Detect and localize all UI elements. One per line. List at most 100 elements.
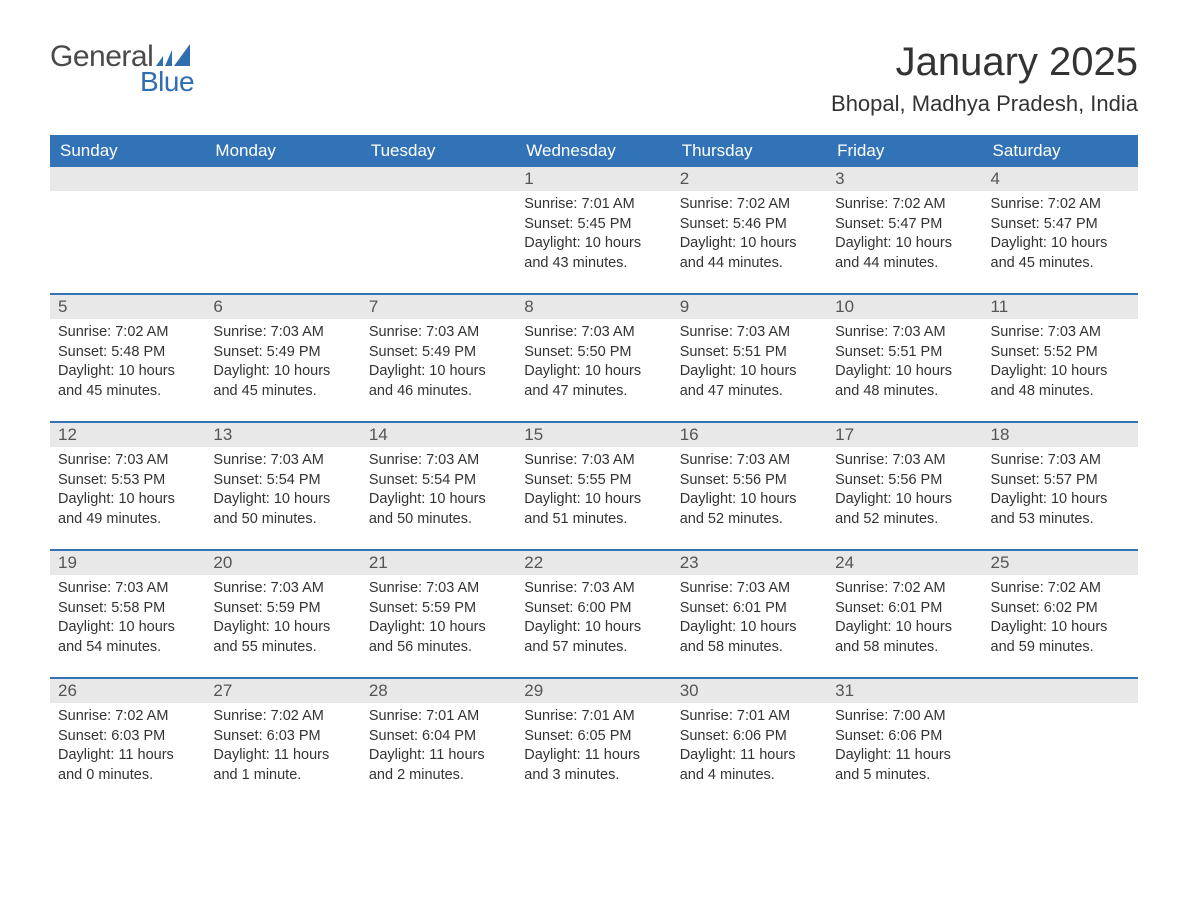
sunrise-line: Sunrise: 7:03 AM xyxy=(369,323,508,343)
day-number xyxy=(50,167,205,191)
calendar-cell: 14Sunrise: 7:03 AMSunset: 5:54 PMDayligh… xyxy=(361,423,516,549)
day-number: 30 xyxy=(672,679,827,703)
sunset-line: Sunset: 5:47 PM xyxy=(991,215,1130,235)
sunset-line: Sunset: 6:01 PM xyxy=(680,599,819,619)
sunrise-line: Sunrise: 7:03 AM xyxy=(835,451,974,471)
sunrise-line: Sunrise: 7:02 AM xyxy=(991,195,1130,215)
sunset-line: Sunset: 6:02 PM xyxy=(991,599,1130,619)
daylight-line: Daylight: 11 hours and 5 minutes. xyxy=(835,746,974,785)
calendar-cell: 25 Sunrise: 7:02 AMSunset: 6:02 PMDayligh… xyxy=(983,551,1138,677)
sunrise-line: Sunrise: 7:03 AM xyxy=(991,451,1130,471)
daylight-line: Daylight: 10 hours and 55 minutes. xyxy=(213,618,352,657)
day-number: 4 xyxy=(983,167,1138,191)
day-number: 13 xyxy=(205,423,360,447)
day-details: Sunrise: 7:03 AMSunset: 5:57 PMDaylight:… xyxy=(983,447,1138,537)
day-number xyxy=(361,167,516,191)
day-number: 16 xyxy=(672,423,827,447)
sunrise-line: Sunrise: 7:03 AM xyxy=(680,323,819,343)
day-number: 31 xyxy=(827,679,982,703)
calendar-cell: 26Sunrise: 7:02 AMSunset: 6:03 PMDayligh… xyxy=(50,679,205,805)
daylight-line: Daylight: 10 hours and 58 minutes. xyxy=(680,618,819,657)
daylight-line: Daylight: 10 hours and 50 minutes. xyxy=(213,490,352,529)
dayhead-mon: Monday xyxy=(205,135,360,167)
daylight-line: Daylight: 10 hours and 43 minutes. xyxy=(524,234,663,273)
day-details: Sunrise: 7:02 AMSunset: 5:47 PMDaylight:… xyxy=(983,191,1138,281)
daylight-line: Daylight: 11 hours and 1 minute. xyxy=(213,746,352,785)
day-number: 25 xyxy=(983,551,1138,575)
calendar-cell: 24Sunrise: 7:02 AMSunset: 6:01 PMDayligh… xyxy=(827,551,982,677)
sunset-line: Sunset: 5:51 PM xyxy=(680,343,819,363)
day-number: 5 xyxy=(50,295,205,319)
sunset-line: Sunset: 5:56 PM xyxy=(680,471,819,491)
brand-word1: General xyxy=(50,40,153,74)
sunset-line: Sunset: 5:51 PM xyxy=(835,343,974,363)
calendar-cell: 9 Sunrise: 7:03 AMSunset: 5:51 PMDaylight… xyxy=(672,295,827,421)
day-number xyxy=(983,679,1138,703)
daylight-line: Daylight: 10 hours and 58 minutes. xyxy=(835,618,974,657)
day-number: 28 xyxy=(361,679,516,703)
daylight-line: Daylight: 10 hours and 47 minutes. xyxy=(524,362,663,401)
sunset-line: Sunset: 5:55 PM xyxy=(524,471,663,491)
daylight-line: Daylight: 10 hours and 44 minutes. xyxy=(835,234,974,273)
day-details: Sunrise: 7:03 AMSunset: 5:49 PMDaylight:… xyxy=(205,319,360,409)
calendar-cell: 29Sunrise: 7:01 AMSunset: 6:05 PMDayligh… xyxy=(516,679,671,805)
daylight-line: Daylight: 10 hours and 52 minutes. xyxy=(680,490,819,529)
sunset-line: Sunset: 5:46 PM xyxy=(680,215,819,235)
day-details: Sunrise: 7:03 AMSunset: 5:58 PMDaylight:… xyxy=(50,575,205,665)
daylight-line: Daylight: 10 hours and 44 minutes. xyxy=(680,234,819,273)
sunrise-line: Sunrise: 7:01 AM xyxy=(524,707,663,727)
sunset-line: Sunset: 6:04 PM xyxy=(369,727,508,747)
week-row: 1Sunrise: 7:01 AMSunset: 5:45 PMDaylight… xyxy=(50,167,1138,293)
day-number: 21 xyxy=(361,551,516,575)
week-row: 12Sunrise: 7:03 AMSunset: 5:53 PMDayligh… xyxy=(50,421,1138,549)
daylight-line: Daylight: 10 hours and 46 minutes. xyxy=(369,362,508,401)
sunset-line: Sunset: 5:49 PM xyxy=(213,343,352,363)
calendar-cell: 27Sunrise: 7:02 AMSunset: 6:03 PMDayligh… xyxy=(205,679,360,805)
day-details: Sunrise: 7:03 AMSunset: 5:53 PMDaylight:… xyxy=(50,447,205,537)
day-number: 17 xyxy=(827,423,982,447)
calendar-grid: Sunday Monday Tuesday Wednesday Thursday… xyxy=(50,135,1138,805)
day-number: 23 xyxy=(672,551,827,575)
sunset-line: Sunset: 6:03 PM xyxy=(213,727,352,747)
day-details: Sunrise: 7:02 AMSunset: 5:48 PMDaylight:… xyxy=(50,319,205,409)
dayhead-sun: Sunday xyxy=(50,135,205,167)
sunrise-line: Sunrise: 7:02 AM xyxy=(835,195,974,215)
day-number: 11 xyxy=(983,295,1138,319)
daylight-line: Daylight: 10 hours and 47 minutes. xyxy=(680,362,819,401)
calendar-cell: 16Sunrise: 7:03 AMSunset: 5:56 PMDayligh… xyxy=(672,423,827,549)
sunset-line: Sunset: 6:01 PM xyxy=(835,599,974,619)
day-details: Sunrise: 7:02 AMSunset: 6:03 PMDaylight:… xyxy=(50,703,205,793)
day-number: 27 xyxy=(205,679,360,703)
day-number: 7 xyxy=(361,295,516,319)
dayhead-fri: Friday xyxy=(827,135,982,167)
day-header-row: Sunday Monday Tuesday Wednesday Thursday… xyxy=(50,135,1138,167)
sunset-line: Sunset: 5:47 PM xyxy=(835,215,974,235)
calendar-cell xyxy=(205,167,360,293)
sunset-line: Sunset: 5:59 PM xyxy=(369,599,508,619)
daylight-line: Daylight: 11 hours and 3 minutes. xyxy=(524,746,663,785)
sunrise-line: Sunrise: 7:02 AM xyxy=(58,323,197,343)
sunrise-line: Sunrise: 7:01 AM xyxy=(524,195,663,215)
calendar-cell xyxy=(983,679,1138,805)
calendar-cell: 31Sunrise: 7:00 AMSunset: 6:06 PMDayligh… xyxy=(827,679,982,805)
sunrise-line: Sunrise: 7:02 AM xyxy=(58,707,197,727)
daylight-line: Daylight: 11 hours and 4 minutes. xyxy=(680,746,819,785)
day-details: Sunrise: 7:03 AMSunset: 5:52 PMDaylight:… xyxy=(983,319,1138,409)
sunrise-line: Sunrise: 7:02 AM xyxy=(991,579,1130,599)
daylight-line: Daylight: 10 hours and 59 minutes. xyxy=(991,618,1130,657)
calendar-cell: 7Sunrise: 7:03 AMSunset: 5:49 PMDaylight… xyxy=(361,295,516,421)
sunrise-line: Sunrise: 7:03 AM xyxy=(369,579,508,599)
day-number: 18 xyxy=(983,423,1138,447)
day-number: 9 xyxy=(672,295,827,319)
day-details: Sunrise: 7:01 AMSunset: 6:04 PMDaylight:… xyxy=(361,703,516,793)
day-details: Sunrise: 7:02 AMSunset: 5:46 PMDaylight:… xyxy=(672,191,827,281)
sunrise-line: Sunrise: 7:03 AM xyxy=(524,579,663,599)
dayhead-sat: Saturday xyxy=(983,135,1138,167)
day-details: Sunrise: 7:03 AMSunset: 5:54 PMDaylight:… xyxy=(205,447,360,537)
sunrise-line: Sunrise: 7:01 AM xyxy=(369,707,508,727)
daylight-line: Daylight: 11 hours and 2 minutes. xyxy=(369,746,508,785)
calendar-cell: 30Sunrise: 7:01 AMSunset: 6:06 PMDayligh… xyxy=(672,679,827,805)
sunrise-line: Sunrise: 7:03 AM xyxy=(991,323,1130,343)
day-number: 2 xyxy=(672,167,827,191)
calendar-cell: 13Sunrise: 7:03 AMSunset: 5:54 PMDayligh… xyxy=(205,423,360,549)
